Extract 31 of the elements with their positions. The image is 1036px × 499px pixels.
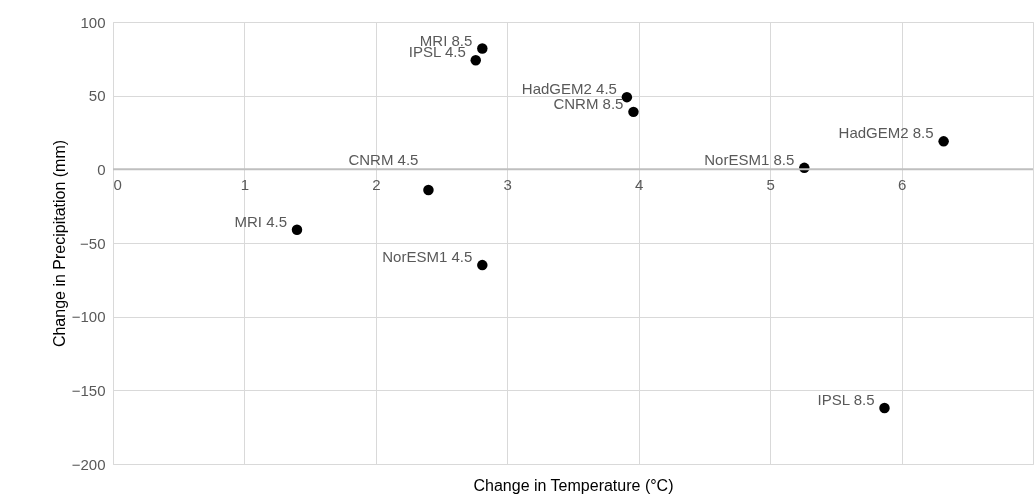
point (477, 43, 488, 54)
y-tick-label: 0 (97, 160, 106, 178)
annotation: NorESM1 4.5 (382, 248, 473, 266)
x-tick-label: 5 (766, 175, 775, 193)
annotation: MRI 4.5 (234, 212, 287, 230)
annotation: HadGEM2 8.5 (838, 124, 934, 142)
point (291, 224, 303, 235)
x-tick-label: 2 (372, 175, 381, 193)
x-tick-label: 6 (897, 175, 907, 193)
point (423, 184, 434, 196)
point (628, 106, 639, 118)
x-tick-label: 4 (635, 175, 644, 193)
point (470, 55, 481, 66)
annotation: IPSL 8.5 (817, 391, 875, 409)
x-axis-title: Change in Temperature (°C) (473, 476, 674, 494)
point (938, 136, 949, 147)
y-axis-title: Change in Precipitation (mm) (50, 139, 68, 348)
y-tick-label: 100 (80, 13, 106, 31)
x-tick-label: 3 (503, 175, 512, 193)
y-tick-label: −100 (71, 308, 106, 326)
y-tick-label: −50 (80, 234, 106, 252)
annotation: CNRM 4.5 (348, 150, 419, 168)
y-tick-label: 50 (88, 87, 106, 105)
annotation: NorESM1 8.5 (704, 150, 795, 168)
y-tick-label: −200 (71, 455, 106, 473)
point (477, 259, 488, 271)
x-tick-label: 0 (113, 175, 122, 193)
x-tick-label: 1 (240, 175, 250, 193)
y-tick-label: −150 (71, 381, 106, 399)
point (621, 91, 633, 103)
point (879, 402, 890, 414)
